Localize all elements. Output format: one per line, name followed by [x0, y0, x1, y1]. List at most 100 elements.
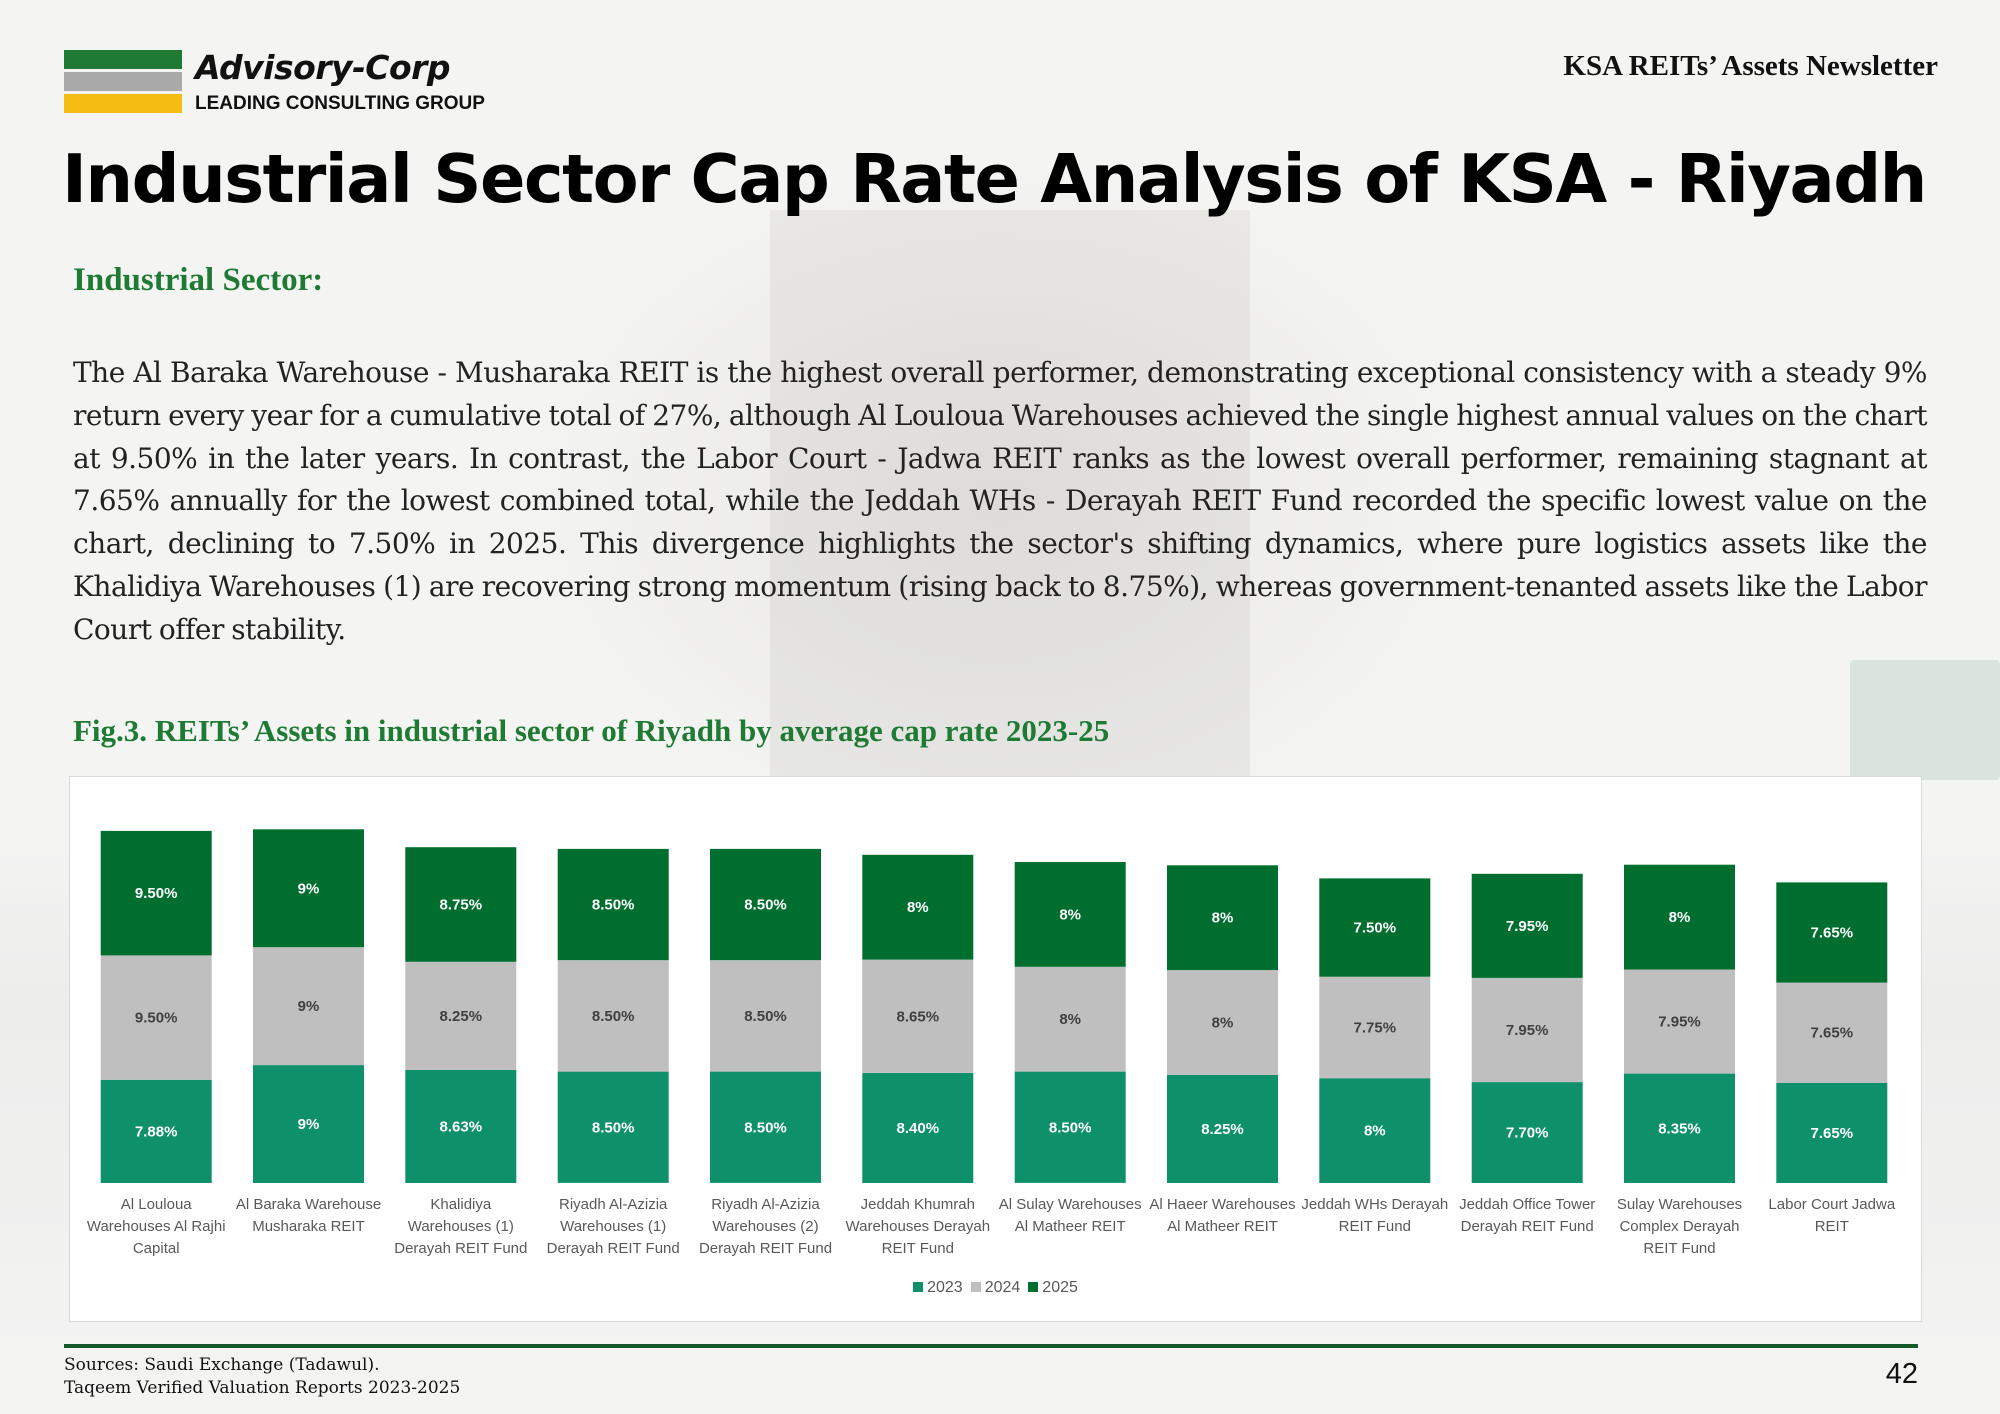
data-label-2025-5: 8% — [907, 899, 929, 916]
data-label-2023-3: 8.50% — [592, 1119, 635, 1136]
data-label-2024-11: 7.65% — [1811, 1025, 1854, 1042]
data-label-2024-2: 8.25% — [440, 1008, 483, 1025]
data-label-2024-6: 8% — [1059, 1011, 1081, 1028]
category-label-5-1: Warehouses Derayah — [846, 1218, 991, 1235]
chart-legend: 2023 2024 2025 — [70, 1279, 1921, 1297]
category-label-9-1: Derayah REIT Fund — [1461, 1218, 1594, 1235]
logo-name: Advisory-Corp — [195, 48, 451, 87]
bar-2023-4 — [710, 1071, 821, 1183]
bar-2024-10 — [1624, 969, 1735, 1074]
bar-2024-9 — [1471, 978, 1583, 1083]
bar-2025-4 — [710, 848, 821, 961]
bar-2025-11 — [1776, 882, 1888, 983]
category-label-0-0: Al Louloua — [121, 1196, 193, 1213]
section-heading: Industrial Sector: — [73, 262, 324, 298]
bar-2025-7 — [1167, 865, 1278, 971]
data-label-2023-8: 8% — [1364, 1123, 1386, 1140]
data-label-2023-0: 7.88% — [135, 1123, 178, 1140]
data-label-2025-0: 9.50% — [135, 885, 178, 902]
data-label-2025-9: 7.95% — [1506, 918, 1549, 935]
sources-line-2: Taqeem Verified Valuation Reports 2023-2… — [64, 1378, 461, 1398]
bar-2025-9 — [1471, 873, 1583, 978]
page-number: 42 — [1885, 1358, 1918, 1390]
data-label-2023-11: 7.65% — [1811, 1125, 1854, 1142]
data-label-2025-2: 8.75% — [440, 897, 483, 914]
category-label-1-0: Al Baraka Warehouse — [236, 1196, 381, 1213]
category-label-11-0: Labor Court Jadwa — [1768, 1196, 1895, 1213]
legend-label-2023: 2023 — [927, 1279, 963, 1296]
bar-2024-5 — [862, 959, 974, 1073]
category-label-0-1: Warehouses Al Rajhi — [87, 1218, 226, 1235]
logo-bar-yellow — [64, 94, 182, 113]
logo-bar-green — [64, 50, 182, 69]
stacked-bar-chart: 7.88% 9.50% 9.50% Al Louloua Warehouses Al R… — [69, 776, 1922, 1322]
legend-item-2023: 2023 — [913, 1279, 963, 1297]
sources: Sources: Saudi Exchange (Tadawul). Taqee… — [64, 1354, 460, 1400]
data-label-2025-8: 7.50% — [1354, 920, 1397, 937]
bar-2023-7 — [1167, 1074, 1278, 1183]
bar-2024-2 — [405, 961, 517, 1070]
bar-2025-5 — [862, 854, 974, 960]
category-label-5-0: Jeddah Khumrah — [861, 1196, 975, 1213]
bar-2023-9 — [1471, 1082, 1583, 1183]
bar-2023-10 — [1624, 1073, 1735, 1183]
data-label-2024-4: 8.50% — [744, 1008, 787, 1025]
legend-label-2025: 2025 — [1042, 1279, 1078, 1296]
legend-swatch-2025 — [1028, 1282, 1039, 1292]
bar-2023-2 — [405, 1069, 517, 1183]
data-label-2024-0: 9.50% — [135, 1010, 178, 1027]
category-label-6-0: Al Sulay Warehouses — [999, 1196, 1142, 1213]
data-label-2024-10: 7.95% — [1658, 1014, 1701, 1031]
category-label-2-0: Khalidiya — [430, 1196, 492, 1213]
bar-2023-11 — [1776, 1082, 1888, 1183]
logo-mark — [64, 50, 182, 116]
category-label-8-0: Jeddah WHs Derayah — [1301, 1196, 1448, 1213]
data-label-2024-1: 9% — [298, 998, 320, 1015]
data-label-2025-6: 8% — [1059, 906, 1081, 923]
bar-2025-8 — [1319, 878, 1431, 977]
category-label-9-0: Jeddah Office Tower — [1459, 1196, 1595, 1213]
bar-2023-5 — [862, 1073, 974, 1183]
data-label-2023-5: 8.40% — [897, 1120, 940, 1137]
page-title: Industrial Sector Cap Rate Analysis of K… — [62, 140, 1927, 218]
data-label-2023-6: 8.50% — [1049, 1119, 1092, 1136]
category-label-4-1: Warehouses (2) — [712, 1218, 818, 1235]
category-label-4-0: Riyadh Al-Azizia — [711, 1196, 820, 1213]
data-label-2023-1: 9% — [298, 1116, 320, 1133]
background-building — [770, 210, 1250, 860]
bar-2024-4 — [710, 960, 821, 1072]
figure-caption: Fig.3. REITs’ Assets in industrial secto… — [73, 713, 1110, 748]
data-label-2023-7: 8.25% — [1201, 1121, 1244, 1138]
legend-item-2024: 2024 — [970, 1279, 1020, 1297]
bar-2025-3 — [557, 848, 669, 961]
category-label-2-2: Derayah REIT Fund — [394, 1240, 527, 1257]
category-label-10-2: REIT Fund — [1643, 1240, 1715, 1257]
bar-2024-1 — [253, 947, 364, 1066]
data-label-2023-10: 8.35% — [1658, 1120, 1701, 1137]
category-label-0-2: Capital — [133, 1240, 180, 1257]
category-label-10-1: Complex Derayah — [1619, 1218, 1739, 1235]
category-label-10-0: Sulay Warehouses — [1617, 1196, 1742, 1213]
bar-2025-1 — [253, 829, 364, 948]
bar-2024-6 — [1014, 966, 1126, 1072]
chart-plot-area: 7.88% 9.50% 9.50% Al Louloua Warehouses Al R… — [87, 829, 1896, 1257]
legend-swatch-2024 — [970, 1282, 981, 1292]
bar-2025-10 — [1624, 864, 1735, 970]
data-label-2025-3: 8.50% — [592, 897, 635, 914]
data-label-2025-10: 8% — [1669, 909, 1691, 926]
data-label-2024-8: 7.75% — [1354, 1019, 1397, 1036]
category-label-3-0: Riyadh Al-Azizia — [559, 1196, 668, 1213]
category-label-3-2: Derayah REIT Fund — [547, 1240, 680, 1257]
data-label-2025-1: 9% — [298, 880, 320, 897]
data-label-2023-4: 8.50% — [744, 1119, 787, 1136]
bar-2024-3 — [557, 960, 669, 1072]
bar-2025-6 — [1014, 862, 1126, 967]
background-road-sign — [1850, 660, 2000, 780]
newsletter-title: KSA REITs’ Assets Newsletter — [1563, 50, 1938, 82]
data-label-2025-7: 8% — [1212, 910, 1234, 927]
bar-2024-11 — [1776, 982, 1888, 1083]
bar-2023-0 — [100, 1079, 212, 1183]
bar-2025-2 — [405, 847, 517, 962]
category-label-6-1: Al Matheer REIT — [1015, 1218, 1126, 1235]
